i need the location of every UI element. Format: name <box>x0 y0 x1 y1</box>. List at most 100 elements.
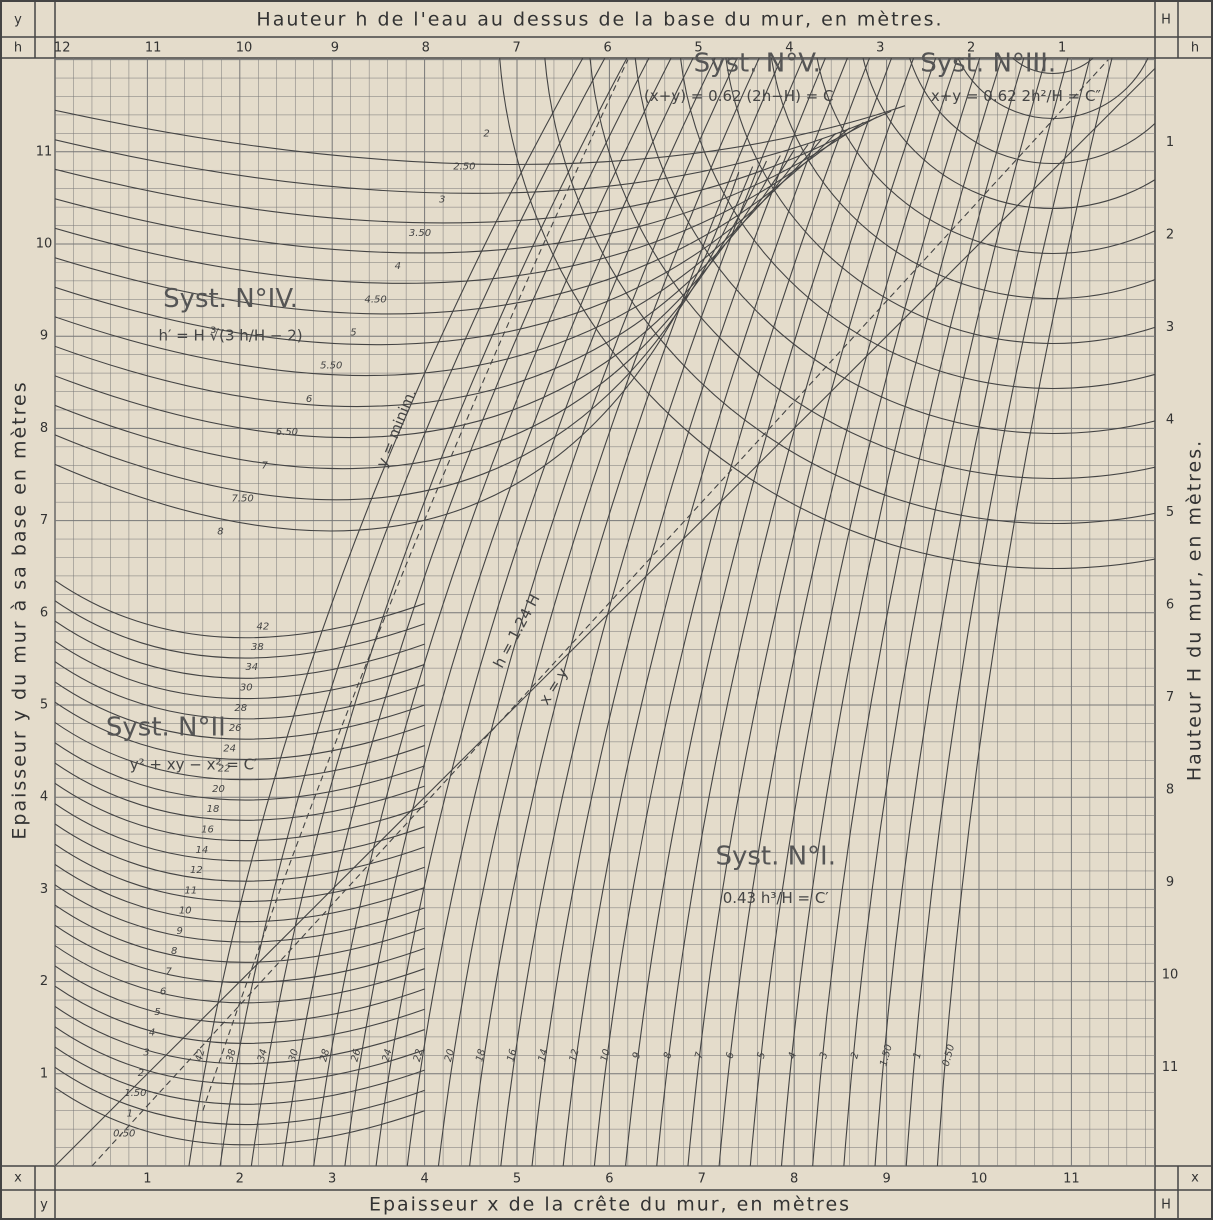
curve-label: 6 <box>306 394 312 405</box>
system-4-curve <box>55 127 850 284</box>
system-title: Syst. N°IV. <box>163 284 298 314</box>
bottom-tick-label: 4 <box>420 1172 428 1187</box>
curve-label: 16 <box>201 824 214 835</box>
system-title: Syst. N°II <box>106 713 226 743</box>
top-title: Hauteur h de l'eau au dessus de la base … <box>256 9 943 31</box>
top-tick-label: 2 <box>967 41 975 56</box>
axis-letter: h <box>1191 41 1199 56</box>
system-1-curve <box>780 58 1003 1166</box>
system-5-arc <box>816 58 1155 254</box>
curve-label: 20 <box>443 1048 457 1063</box>
system-5-arc <box>957 58 1149 120</box>
axis-letter: x <box>1191 1171 1199 1186</box>
left-tick-label: 5 <box>40 698 48 713</box>
curve-label: 42 <box>257 622 270 633</box>
system-2-curve <box>55 782 425 842</box>
right-tick-label: 4 <box>1166 413 1174 428</box>
curve-label: 26 <box>350 1048 364 1063</box>
system-2-curve <box>55 884 425 943</box>
system-title: Syst. N°I. <box>715 842 836 872</box>
left-tick-label: 3 <box>40 882 48 897</box>
system-2-curve <box>55 701 425 760</box>
system-formula: x+y = 0.62 2h²/H = C″ <box>931 87 1102 105</box>
curve-label: 7 <box>693 1050 705 1060</box>
system-1-curve <box>874 58 1069 1166</box>
top-tick-label: 7 <box>513 41 521 56</box>
right-tick-label: 5 <box>1166 505 1174 520</box>
curve-label: 10 <box>599 1048 613 1063</box>
curve-label: 4 <box>395 261 401 272</box>
curve-label: 7 <box>165 966 172 977</box>
system-1-curve <box>469 58 782 1166</box>
curve-label: 34 <box>256 1048 270 1063</box>
curve-label: 10 <box>179 906 192 917</box>
system-formula: 0.43 h³/H = C′ <box>723 889 830 907</box>
system-5-arc <box>862 58 1155 209</box>
curve-label: 22 <box>218 764 231 775</box>
system-1-curve <box>812 58 1025 1166</box>
curve-label: 20 <box>212 784 225 795</box>
system-1-curve <box>500 58 804 1166</box>
curve-label: 7.50 <box>231 493 253 504</box>
system-5-arc <box>589 58 1155 479</box>
system-5-arc <box>725 58 1155 344</box>
system-4-curve <box>55 105 906 166</box>
axis-letter: x <box>14 1171 22 1186</box>
bottom-tick-label: 3 <box>328 1172 336 1187</box>
system-2-curve <box>55 1006 425 1065</box>
system-2-curve <box>55 742 425 801</box>
curve-label: 11 <box>184 885 197 896</box>
right-title: Hauteur H du mur, en mètres. <box>1184 439 1206 781</box>
system-4-curve <box>55 138 823 346</box>
system-4-curve <box>55 149 795 408</box>
system-5-arc <box>499 58 1155 569</box>
curve-label: 16 <box>505 1048 519 1063</box>
system-2-curve <box>55 640 425 700</box>
bottom-tick-label: 9 <box>882 1172 890 1187</box>
y-minimum-curve <box>202 59 629 1111</box>
system-2-curve <box>55 580 425 639</box>
top-tick-label: 10 <box>236 41 253 56</box>
top-tick-label: 8 <box>422 41 430 56</box>
curve-label: 1 <box>912 1051 924 1060</box>
bottom-tick-label: 2 <box>236 1172 244 1187</box>
curve-label: 34 <box>245 662 258 673</box>
right-tick-label: 2 <box>1166 228 1174 243</box>
curve-label: 2.50 <box>453 162 475 173</box>
curve-label: 28 <box>234 703 247 714</box>
system-4-curve <box>55 144 809 377</box>
curve-label: 2 <box>849 1051 861 1060</box>
curve-label: 2 <box>138 1068 144 1079</box>
system-1-curve <box>656 58 915 1166</box>
curve-label: 1 <box>127 1108 133 1119</box>
curve-label: 5 <box>154 1007 160 1018</box>
curve-label: 24 <box>381 1048 395 1063</box>
curve-label: 22 <box>412 1048 426 1063</box>
curve-label: 7 <box>262 460 269 471</box>
corner-label: y <box>40 1198 48 1213</box>
system-1-curve <box>593 58 871 1166</box>
top-tick-label: 11 <box>145 41 162 56</box>
system-1-curve <box>625 58 893 1166</box>
left-tick-label: 8 <box>40 421 48 436</box>
system-2-curve <box>55 823 425 882</box>
axis-letter: h <box>14 41 22 56</box>
system-2-curve <box>55 762 425 821</box>
bottom-tick-label: 7 <box>698 1172 706 1187</box>
left-tick-label: 4 <box>40 790 48 805</box>
curve-label: 3 <box>818 1051 830 1060</box>
left-tick-label: 11 <box>36 144 53 159</box>
system-2-curve <box>55 945 425 1004</box>
system-2-curve <box>55 843 425 902</box>
system-1-curve <box>531 58 827 1166</box>
curve-label: 4 <box>149 1027 155 1038</box>
curve-label: 9 <box>631 1051 643 1060</box>
curve-label: 4 <box>787 1051 799 1060</box>
left-title: Epaisseur y du mur à sa base en mètres <box>9 380 31 839</box>
bottom-tick-label: 6 <box>605 1172 613 1187</box>
system-4-curve <box>55 171 740 532</box>
curve-label: 30 <box>240 682 253 693</box>
bottom-tick-label: 10 <box>971 1172 988 1187</box>
curve-label: 38 <box>225 1048 239 1063</box>
